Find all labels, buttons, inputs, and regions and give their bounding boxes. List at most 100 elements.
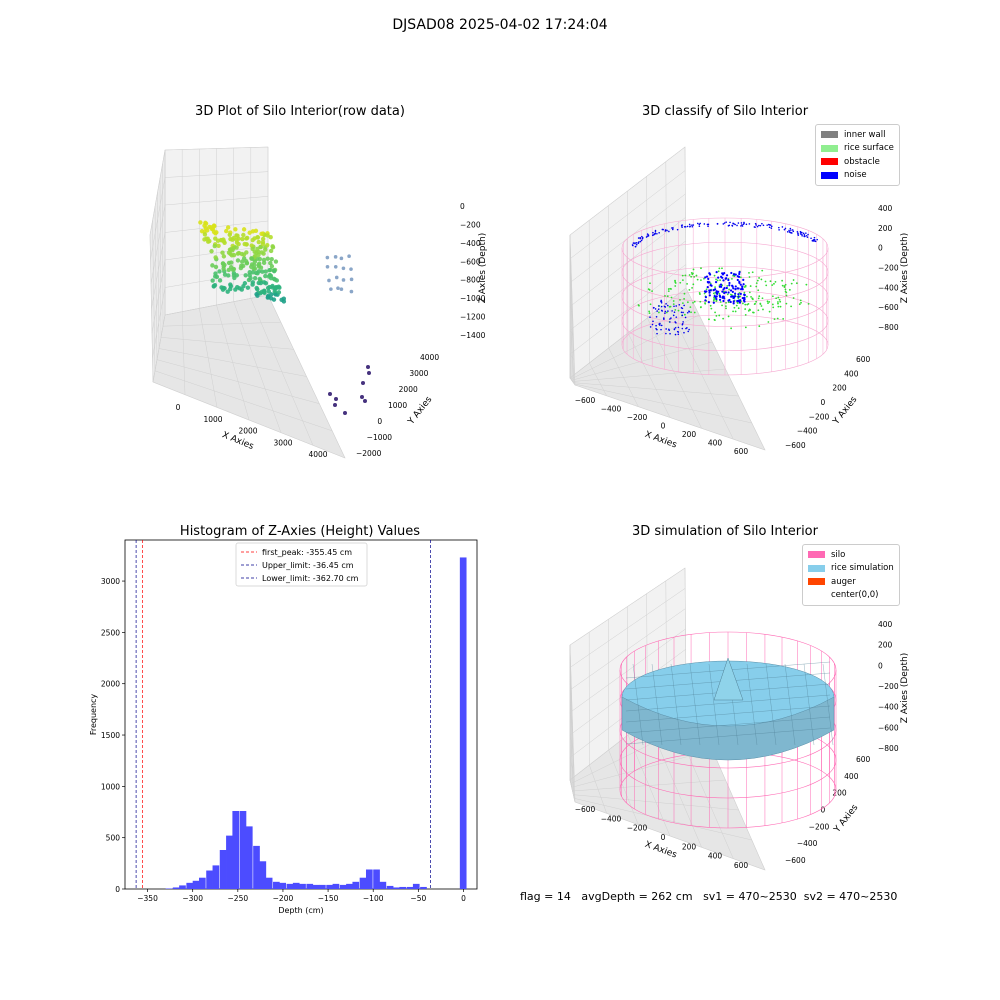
y-tick-label: 600 [856,755,871,764]
rice-point [755,300,758,303]
data-point [233,227,238,232]
rice-point [765,284,768,287]
noise-point [637,237,640,239]
status-footer: flag = 14 avgDepth = 262 cm sv1 = 470~25… [520,890,897,903]
x-tick-label: 3000 [273,438,292,447]
x-tick-label: 600 [734,447,749,456]
data-point [265,256,270,261]
rice-point [689,306,692,309]
y-tick-label: −400 [797,839,818,848]
rice-point [760,278,763,281]
noise-point [655,327,657,330]
noise-point [708,294,711,297]
legend-item-noise: noise [821,169,894,183]
data-point [242,281,248,286]
rice-point [805,283,808,286]
y-tick-label: 0 [115,885,120,894]
noise-point [688,310,690,312]
y-tick-label: 3000 [101,577,120,586]
data-point [360,395,364,399]
data-point [339,256,344,261]
noise-point [692,224,695,226]
data-point [250,270,256,275]
y-tick-label: 400 [844,369,859,378]
noise-point [742,278,745,281]
z-axis-label: Z Axies (Depth) [900,233,910,304]
x-tick-label: −350 [137,894,158,903]
data-point [270,285,275,290]
noise-point [665,303,667,305]
rice-point [674,281,677,283]
noise-point [670,317,672,319]
rice-point [781,284,784,287]
rice-point [681,302,684,305]
rice-point [775,297,778,300]
noise-point [707,225,709,228]
x-tick-label: −300 [182,894,203,903]
noise-point [687,330,690,333]
data-point [240,236,245,242]
plot-area [124,539,478,890]
histogram-bar [420,886,427,889]
noise-point [743,300,746,303]
data-point [227,232,232,237]
noise-point [712,301,715,304]
noise-point [664,312,666,314]
noise-point [784,227,787,230]
rice-point [744,303,747,306]
data-point [212,243,217,249]
rice-point [755,282,758,285]
data-point [230,248,235,253]
data-point [242,241,247,247]
rice-point [757,289,760,292]
histogram-legend [235,542,368,587]
x-tick-label: 0 [176,403,181,412]
grid-line [569,377,576,386]
noise-point [708,291,711,294]
grid-line [267,294,346,459]
noise-point [748,223,751,225]
data-point [256,269,262,274]
rice-point [686,282,688,285]
noise-point [675,316,678,318]
rice-point [693,300,696,303]
noise-point [727,224,730,227]
noise-point [799,230,802,233]
noise-point [686,311,689,314]
data-point [234,245,239,250]
data-point [333,255,338,259]
grid-line [574,383,752,424]
x-tick-label: −200 [627,413,648,422]
data-point [224,228,229,234]
rice-point [761,269,764,272]
noise-point [703,223,706,225]
grid-line [569,757,575,776]
data-point [239,287,244,292]
histogram-bar [232,810,240,889]
rice-point [722,317,725,320]
noise-point [715,290,718,293]
x-axis-label: X Axies [643,430,678,451]
data-point [209,225,214,230]
noise-point [732,295,735,298]
noise-point [646,235,649,237]
noise-point [731,224,733,227]
noise-point [804,235,806,238]
y-axis-label: Y Axies [832,803,861,836]
rice-point [774,280,777,283]
z-tick-label: −200 [460,220,481,229]
rice-point [715,300,718,302]
rice-point [649,303,652,306]
data-point [269,264,275,269]
rice-point [778,298,781,301]
noise-point [652,231,654,234]
rice-point [741,302,744,305]
x-tick-label: 0 [661,422,666,431]
rice-point [683,292,686,295]
data-point [268,248,274,254]
noise-point [681,323,684,325]
rice-point [768,310,771,313]
rice-point [779,300,782,303]
rice-point [690,311,692,314]
grid-line [685,287,766,451]
